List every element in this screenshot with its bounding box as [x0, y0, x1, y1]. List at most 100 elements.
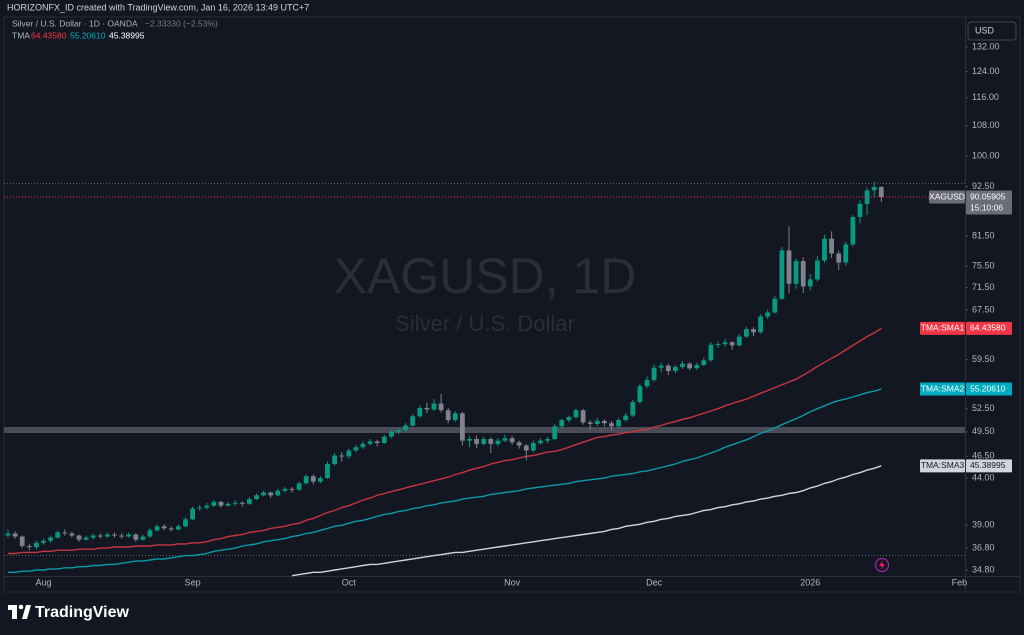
series-value-tag [966, 459, 1012, 473]
candle-body [729, 342, 735, 346]
series-name: TMA:SMA1 [921, 323, 965, 333]
price-tag [966, 190, 1012, 215]
candle-body [296, 483, 302, 490]
legend-value: 45.38995 [109, 30, 145, 40]
candle-body [552, 426, 558, 440]
candle-body [694, 364, 700, 369]
candle-body [793, 261, 799, 284]
series-name: TMA:SMA2 [921, 383, 965, 393]
y-tick-label: 59.50 [972, 354, 995, 364]
candle-body [339, 455, 345, 457]
candle-body [829, 238, 834, 254]
candle-body [119, 535, 124, 537]
candle-body [637, 386, 643, 403]
candle-body [573, 410, 579, 418]
y-tick-label: 92.50 [972, 181, 995, 191]
series-name-tag [920, 459, 965, 473]
candle-body [282, 488, 288, 491]
plot-area [4, 181, 965, 577]
candle-body [396, 430, 401, 432]
currency[interactable]: USD [975, 25, 995, 35]
currency-button[interactable] [967, 21, 1017, 41]
candle-body [644, 379, 650, 387]
y-tick-label: 108.00 [972, 120, 1000, 130]
candle-body [822, 238, 827, 261]
candle-body [310, 476, 316, 482]
candle-body [204, 505, 210, 508]
candle-body [850, 216, 856, 245]
series-value-tag [966, 321, 1012, 335]
candle-body [815, 260, 820, 280]
candle-body [83, 537, 89, 540]
candle-body [673, 366, 678, 372]
candle-body [708, 344, 714, 361]
candle-body [786, 250, 792, 284]
y-tick-label: 67.50 [972, 305, 995, 315]
candle-body [346, 450, 352, 457]
candle-body [736, 336, 742, 346]
candle-body [218, 501, 224, 506]
series-name-tag [920, 321, 965, 335]
candle-body [602, 420, 607, 424]
x-tick-label: Nov [504, 577, 521, 587]
candle-body [701, 360, 707, 365]
icon-bolt[interactable] [879, 560, 885, 570]
series-value: 45.38995 [970, 460, 1006, 470]
candle-body [616, 420, 621, 427]
watermark: XAGUSD, 1D [334, 248, 637, 304]
candle-body [55, 532, 61, 538]
tv-logo [8, 604, 31, 619]
brand: TradingView [35, 604, 130, 621]
candle-body [183, 519, 188, 527]
candle-body [758, 316, 763, 333]
interval-line: Silver / U.S. Dollar · 1D · OANDA [12, 18, 138, 28]
candle-body [268, 492, 274, 496]
candle-body [26, 545, 32, 548]
change: −2.33330 (−2.53%) [145, 18, 218, 28]
series-value: 64.43580 [970, 323, 1006, 333]
y-tick-label: 132.00 [972, 41, 1000, 51]
candle-body [545, 439, 550, 441]
legend-value: 64.43580 [31, 30, 67, 40]
candle-body [112, 534, 117, 536]
candle-body [580, 410, 586, 423]
y-tick-label: 81.50 [972, 231, 995, 241]
candle-body [424, 407, 430, 410]
candle-body [765, 312, 771, 317]
candle-body [488, 439, 494, 444]
candle-body [836, 253, 842, 263]
candle-body [495, 440, 501, 444]
candle-body [140, 536, 146, 540]
candle-body [90, 535, 96, 538]
icon-ring[interactable] [874, 557, 890, 573]
y-tick-label: 52.50 [972, 403, 995, 413]
candle-body [374, 441, 380, 444]
x-tick-label: Oct [342, 577, 357, 587]
candle-body [623, 415, 629, 421]
candle-body [687, 363, 692, 369]
alert-icon[interactable] [874, 557, 890, 573]
candle-body [474, 439, 479, 444]
candle-body [665, 365, 671, 372]
candle-body [97, 535, 103, 537]
candle-body [232, 502, 238, 504]
candle-body [680, 363, 685, 367]
candle-body [523, 445, 529, 451]
series-value: 55.20610 [970, 383, 1006, 393]
candle-body [197, 507, 203, 509]
candle-body [772, 298, 778, 313]
candle-body [715, 344, 721, 346]
y-tick-label: 44.00 [972, 472, 995, 482]
candle-body [289, 488, 295, 490]
candle-body [381, 436, 387, 444]
y-tick-label: 75.50 [972, 261, 995, 271]
candle-body [538, 440, 543, 444]
candle-body [239, 502, 245, 504]
candle-body [658, 365, 664, 368]
candle-body [34, 542, 39, 548]
price-tag-value: 90.05905 [970, 191, 1006, 201]
legend-value: 55.20610 [70, 30, 106, 40]
candle-body [751, 329, 756, 333]
candle-body [126, 534, 132, 537]
